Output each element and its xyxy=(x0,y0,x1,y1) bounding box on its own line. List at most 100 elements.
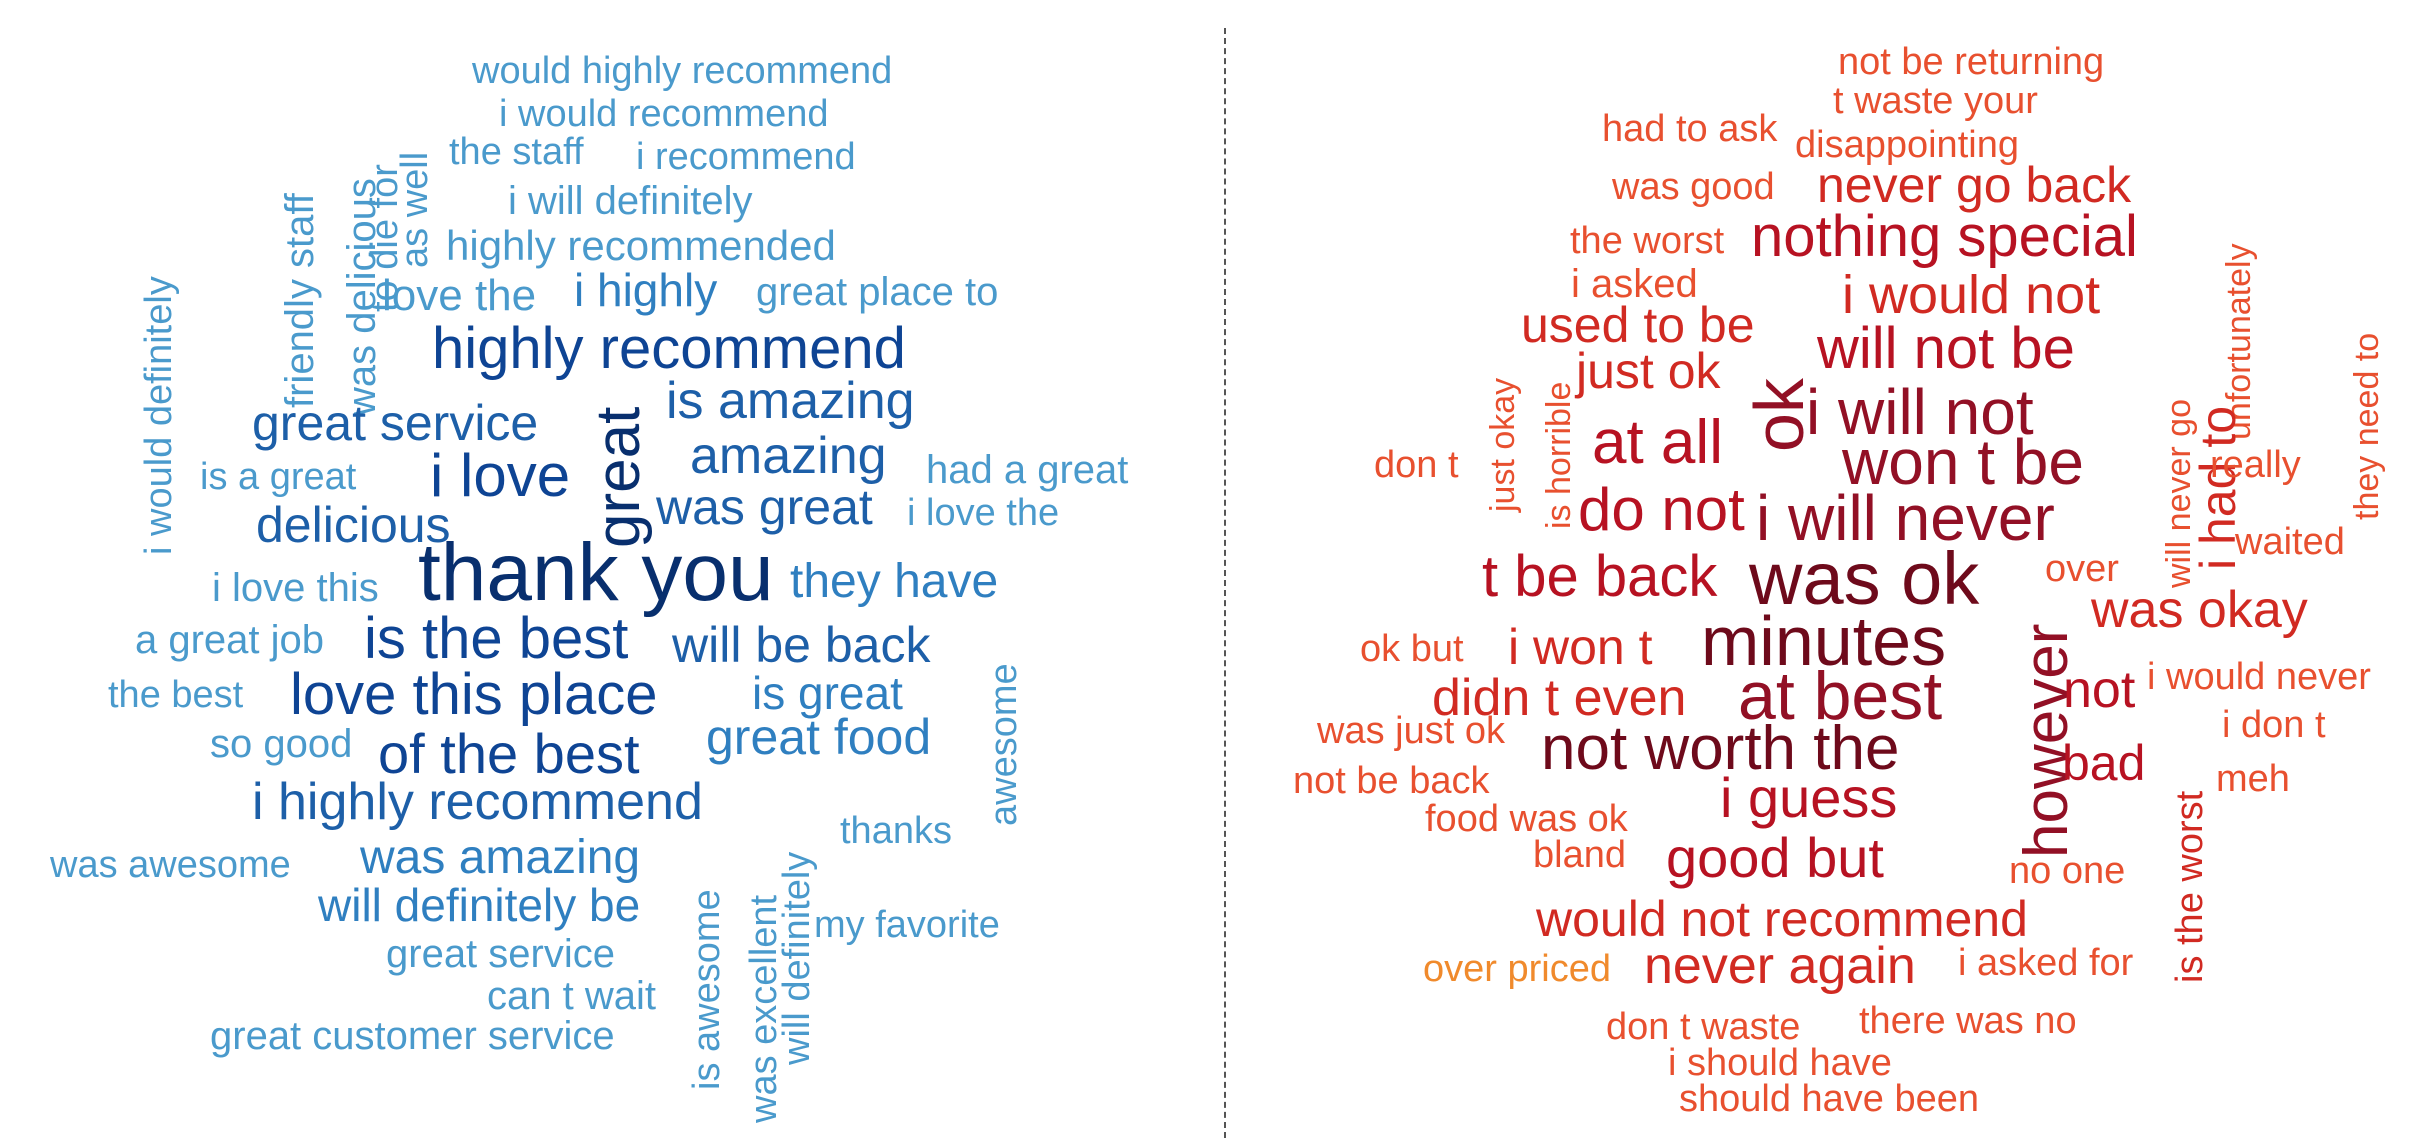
cloud-word: i love this xyxy=(212,566,379,610)
negative-word-cloud: not be returning t waste your had to ask di… xyxy=(1225,0,2436,1146)
cloud-word: not worth the xyxy=(1541,714,1900,783)
cloud-word: of the best xyxy=(378,722,640,785)
cloud-word: had a great xyxy=(926,448,1129,492)
cloud-word: delicious xyxy=(256,497,451,553)
cloud-word: great place to xyxy=(756,270,999,314)
cloud-word: i don t xyxy=(2222,704,2326,746)
cloud-word: didn t even xyxy=(1432,669,1687,727)
cloud-word: i will not xyxy=(1806,376,2034,448)
cloud-word: i love xyxy=(430,442,571,509)
cloud-word: great service xyxy=(252,395,539,451)
cloud-word: had to ask xyxy=(1602,108,1778,150)
cloud-word: i would never xyxy=(2147,656,2371,698)
cloud-word: i highly recommend xyxy=(252,773,703,831)
cloud-word: waited xyxy=(2235,521,2345,563)
cloud-word: is awesome xyxy=(686,889,728,1090)
cloud-word: was ok xyxy=(1749,537,1980,620)
cloud-word: not be back xyxy=(1293,760,1490,802)
cloud-word: would not recommend xyxy=(1536,891,2028,947)
cloud-word: just okay xyxy=(1484,377,1522,512)
cloud-word: great service xyxy=(386,932,615,976)
cloud-word: highly recommended xyxy=(446,222,836,269)
cloud-word: over xyxy=(2045,548,2119,590)
cloud-word: is the best xyxy=(364,606,629,671)
cloud-word: should have been xyxy=(1679,1078,1980,1120)
cloud-word: never again xyxy=(1644,937,1916,995)
cloud-word: will not be xyxy=(1817,316,2075,381)
cloud-word: so good xyxy=(210,722,353,766)
cloud-word: food was ok xyxy=(1425,798,1628,840)
cloud-word: not be returning xyxy=(1838,41,2105,83)
cloud-word: i would not xyxy=(1842,265,2101,325)
cloud-word: ok xyxy=(1740,378,1818,452)
cloud-word: don t xyxy=(1374,444,1459,486)
cloud-word: i love the xyxy=(907,492,1060,534)
cloud-word: minutes xyxy=(1701,602,1947,680)
cloud-word: thanks xyxy=(840,810,952,852)
cloud-word: at best xyxy=(1738,658,1943,734)
dashed-divider xyxy=(1224,28,1226,1138)
cloud-word: is amazing xyxy=(666,372,915,430)
cloud-word: as well xyxy=(394,151,436,268)
cloud-word: bland xyxy=(1533,834,1626,876)
cloud-word: not xyxy=(2063,661,2136,719)
cloud-word: is the worst xyxy=(2169,790,2211,983)
cloud-word: good but xyxy=(1666,826,1884,889)
cloud-word: is horrible xyxy=(1540,381,1578,529)
cloud-word: i highly xyxy=(574,264,718,316)
cloud-word: do not xyxy=(1578,476,1745,543)
cloud-word: was okay xyxy=(2091,581,2308,639)
cloud-word: they have xyxy=(790,555,999,608)
cloud-word: can t wait xyxy=(487,974,656,1018)
cloud-word: was awesome xyxy=(50,844,291,886)
cloud-word: the best xyxy=(108,674,244,716)
cloud-word: is a great xyxy=(200,456,357,498)
cloud-word: really xyxy=(2210,444,2301,486)
cloud-word: awesome xyxy=(983,663,1025,826)
cloud-word: bad xyxy=(2062,735,2146,791)
cloud-word: won t be xyxy=(1842,426,2084,498)
cloud-word: just ok xyxy=(1576,343,1721,399)
cloud-word: great food xyxy=(706,709,932,765)
cloud-word: was great xyxy=(656,479,873,535)
cloud-word: used to be xyxy=(1521,297,1755,353)
cloud-word: no one xyxy=(2009,850,2126,892)
cloud-word: will definitely be xyxy=(318,879,641,931)
cloud-word: love the xyxy=(382,271,537,320)
cloud-word: is great xyxy=(752,667,903,719)
cloud-word: i asked for xyxy=(1958,942,2134,984)
cloud-word: amazing xyxy=(690,427,887,485)
cloud-word: will be back xyxy=(672,617,931,673)
cloud-word: i asked xyxy=(1571,262,1698,306)
cloud-word: would highly recommend xyxy=(472,50,893,92)
cloud-word: i will definitely xyxy=(508,179,753,223)
cloud-word: i recommend xyxy=(636,136,856,178)
cloud-word: my favorite xyxy=(814,904,1000,946)
cloud-word: the worst xyxy=(1570,220,1725,262)
cloud-word: they need to xyxy=(2348,332,2386,520)
cloud-word: don t waste xyxy=(1606,1006,1801,1048)
cloud-word: nothing special xyxy=(1751,204,2138,269)
positive-word-cloud: would highly recommend i would recommend t… xyxy=(50,50,1129,1123)
cloud-word: great customer service xyxy=(210,1014,615,1058)
cloud-word: highly recommend xyxy=(432,316,906,381)
cloud-word: t be back xyxy=(1482,544,1718,609)
cloud-word: was just ok xyxy=(1317,710,1505,752)
cloud-word: was good xyxy=(1612,166,1775,208)
cloud-word: i guess xyxy=(1720,766,1898,829)
cloud-word: i will never xyxy=(1756,482,2055,554)
cloud-word: t waste your xyxy=(1833,80,2038,122)
cloud-word: disappointing xyxy=(1795,124,2019,166)
cloud-word: i should have xyxy=(1668,1042,1892,1084)
cloud-word: was amazing xyxy=(360,831,641,884)
cloud-word: thank you xyxy=(418,527,774,618)
cloud-word: i won t xyxy=(1508,619,1653,675)
cloud-word: meh xyxy=(2216,758,2290,800)
cloud-word: there was no xyxy=(1859,1000,2077,1042)
cloud-word: love this place xyxy=(290,662,658,727)
cloud-word: friendly staff xyxy=(278,193,322,408)
cloud-word: at all xyxy=(1592,408,1723,477)
cloud-word: i would recommend xyxy=(499,93,829,135)
cloud-word: the staff xyxy=(449,131,584,173)
